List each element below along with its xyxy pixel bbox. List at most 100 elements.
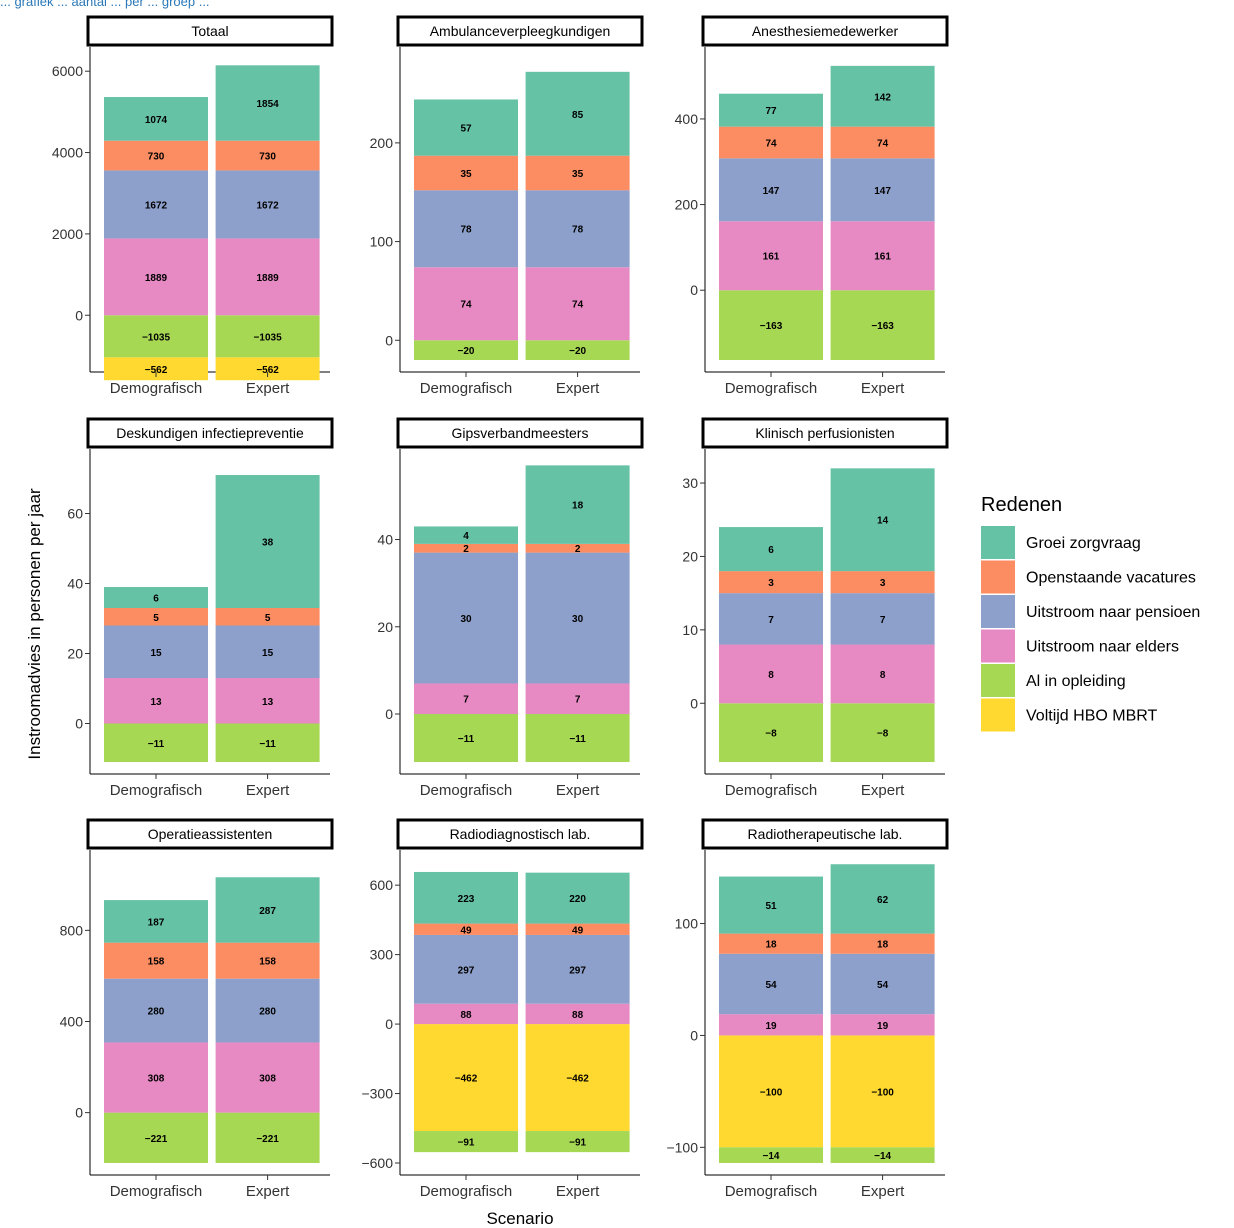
- panel-title: Klinisch perfusionisten: [755, 425, 894, 441]
- data-label: 30: [572, 614, 584, 625]
- y-tick-label: 800: [60, 922, 84, 938]
- data-label: 730: [259, 152, 276, 163]
- bar-segment: [719, 93, 823, 127]
- data-label: 3: [880, 578, 886, 589]
- bar-segment: [830, 290, 935, 360]
- y-tick-label: 100: [675, 916, 699, 932]
- bar-segment: [104, 1112, 208, 1163]
- y-tick-label: 40: [67, 576, 83, 592]
- data-label: 15: [150, 648, 162, 659]
- bar-segment: [215, 357, 320, 381]
- panel-strip: [701, 417, 949, 449]
- panel-title: Radiodiagnostisch lab.: [450, 826, 591, 842]
- bar-segment: [414, 683, 518, 715]
- x-tick-label: Expert: [556, 1183, 600, 1200]
- bar-segment: [215, 475, 320, 608]
- bar-segment: [414, 714, 518, 762]
- bar-segment: [104, 140, 208, 171]
- data-label: −91: [458, 1138, 475, 1149]
- panel-totaal: Totaal 0 2000 4000 6000 −1035 −562 1889 1672 730 1…: [52, 15, 334, 397]
- data-label: 13: [150, 697, 162, 708]
- y-tick-label: 40: [377, 532, 393, 548]
- legend-swatch-voltijd-hbo-mbrt: [981, 698, 1015, 732]
- panel-ambulanceverpleegkundigen: Ambulanceverpleegkundigen 0 100 200 −20 74 78 3…: [370, 15, 644, 397]
- data-label: 78: [572, 225, 584, 236]
- bar-segment: [414, 1131, 518, 1153]
- data-label: 54: [765, 980, 777, 991]
- bar-segment: [525, 923, 630, 935]
- data-label: −100: [871, 1087, 894, 1098]
- data-label: 49: [572, 925, 584, 936]
- legend-title: Redenen: [981, 494, 1062, 516]
- legend-label: Groei zorgvraag: [1026, 535, 1141, 552]
- data-label: 74: [460, 300, 472, 311]
- data-label: 13: [262, 697, 274, 708]
- data-label: 30: [460, 614, 472, 625]
- data-label: 5: [265, 613, 271, 624]
- bar-segment: [719, 644, 823, 704]
- data-label: 6: [153, 594, 159, 605]
- y-axis-title: Instroomadvies in personen per jaar: [25, 488, 44, 760]
- data-label: 161: [763, 252, 780, 263]
- panel-strip: [86, 417, 334, 449]
- data-label: −163: [871, 321, 894, 332]
- data-label: 19: [877, 1021, 889, 1032]
- data-label: 49: [460, 925, 472, 936]
- data-label: 35: [460, 169, 472, 180]
- data-label: 85: [572, 110, 584, 121]
- bar-segment: [104, 238, 208, 316]
- bar-segment: [830, 65, 935, 127]
- data-label: −462: [566, 1074, 589, 1085]
- legend-swatch-groei-zorgvraag: [981, 526, 1015, 559]
- bar-segment: [719, 1147, 823, 1163]
- data-label: −20: [569, 346, 586, 357]
- data-label: 287: [259, 906, 276, 917]
- data-label: 3: [768, 578, 774, 589]
- panel-strip: [86, 818, 334, 850]
- bar-segment: [104, 1042, 208, 1113]
- bar-segment: [830, 571, 935, 594]
- data-label: 7: [880, 615, 886, 626]
- data-label: 158: [148, 957, 165, 968]
- data-label: 147: [874, 186, 891, 197]
- y-tick-label: 200: [675, 197, 699, 213]
- y-tick-label: 0: [75, 1105, 83, 1121]
- bar-segment: [414, 552, 518, 684]
- panel-title: Operatieassistenten: [148, 826, 273, 842]
- panel-strip: [701, 15, 949, 47]
- bar-segment: [830, 221, 935, 291]
- data-label: 730: [148, 152, 165, 163]
- data-label: 1074: [145, 115, 168, 126]
- bar-segment: [104, 97, 208, 141]
- panel-deskundigen-infectiepreventie: Deskundigen infectiepreventie 0 20 40 60 −11 1…: [67, 417, 334, 799]
- data-label: 51: [765, 901, 777, 912]
- y-tick-label: 6000: [52, 63, 83, 79]
- legend-label: Openstaande vacatures: [1026, 570, 1196, 587]
- data-label: 8: [880, 670, 886, 681]
- bar-segment: [719, 876, 823, 934]
- data-label: 5: [153, 613, 159, 624]
- data-label: −1035: [254, 332, 283, 343]
- data-label: −221: [256, 1134, 279, 1145]
- bar-segment: [719, 953, 823, 1015]
- bar-segment: [414, 1024, 518, 1132]
- bar-segment: [719, 290, 823, 360]
- data-label: 280: [259, 1007, 276, 1018]
- bar-segment: [414, 155, 518, 191]
- y-tick-label: 200: [370, 135, 394, 151]
- clipped-header-text: ... grafiek ... aantal ... per ... groep…: [0, 0, 210, 9]
- data-label: 78: [460, 225, 472, 236]
- bar-segment: [104, 357, 208, 381]
- y-tick-label: 60: [67, 506, 83, 522]
- legend-label: Uitstroom naar elders: [1026, 639, 1179, 656]
- y-tick-label: 30: [682, 475, 698, 491]
- bar-segment: [719, 933, 823, 954]
- x-tick-label: Demografisch: [420, 1183, 513, 1200]
- y-tick-label: 600: [370, 877, 394, 893]
- data-label: 88: [460, 1010, 472, 1021]
- legend-swatch-uitstroom-naar-elders: [981, 629, 1015, 663]
- y-tick-label: 2000: [52, 226, 83, 242]
- data-label: 7: [768, 615, 774, 626]
- bar-segment: [104, 587, 208, 608]
- legend-swatch-al-in-opleiding: [981, 664, 1015, 697]
